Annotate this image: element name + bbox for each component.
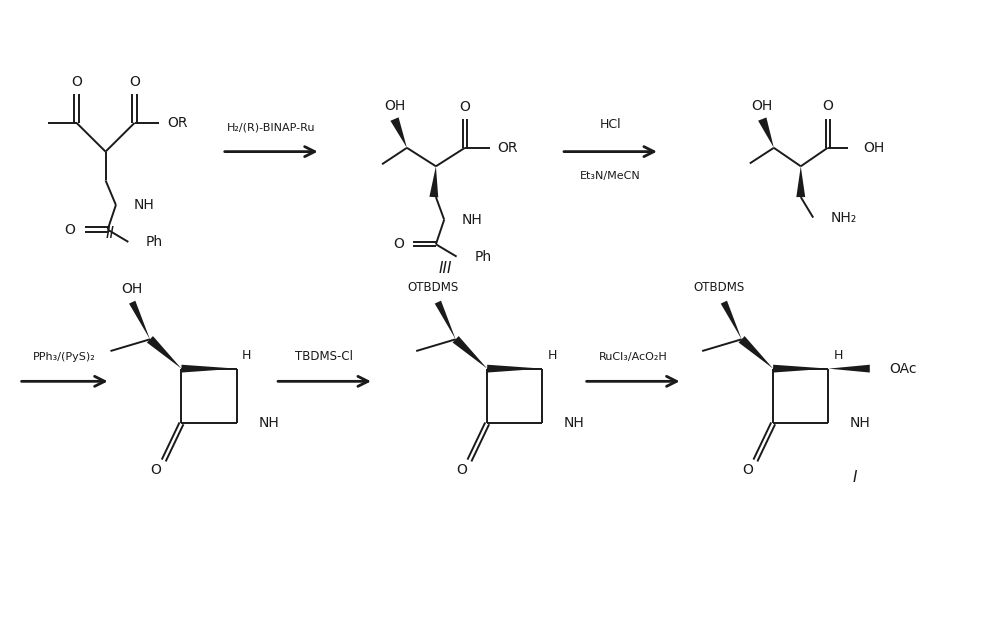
Text: NH: NH bbox=[850, 417, 871, 430]
Text: O: O bbox=[459, 100, 470, 114]
Text: OH: OH bbox=[752, 99, 773, 113]
Polygon shape bbox=[487, 365, 542, 373]
Text: O: O bbox=[456, 464, 467, 477]
Text: OH: OH bbox=[384, 99, 405, 113]
Text: H: H bbox=[834, 349, 843, 362]
Text: O: O bbox=[71, 75, 82, 90]
Text: OH: OH bbox=[122, 282, 143, 297]
Text: O: O bbox=[393, 237, 404, 252]
Polygon shape bbox=[453, 336, 487, 368]
Text: Ph: Ph bbox=[146, 235, 163, 249]
Text: OTBDMS: OTBDMS bbox=[693, 281, 745, 294]
Text: I: I bbox=[853, 470, 857, 485]
Polygon shape bbox=[796, 166, 805, 197]
Polygon shape bbox=[828, 365, 870, 373]
Polygon shape bbox=[773, 365, 828, 373]
Polygon shape bbox=[758, 117, 774, 148]
Text: O: O bbox=[65, 222, 75, 237]
Text: II: II bbox=[106, 226, 115, 241]
Text: III: III bbox=[439, 261, 453, 276]
Text: RuCl₃/AcO₂H: RuCl₃/AcO₂H bbox=[599, 352, 668, 362]
Polygon shape bbox=[721, 301, 742, 339]
Polygon shape bbox=[429, 166, 438, 197]
Text: OAc: OAc bbox=[890, 362, 917, 376]
Text: OR: OR bbox=[167, 116, 187, 130]
Text: NH: NH bbox=[134, 198, 154, 212]
Polygon shape bbox=[129, 301, 150, 339]
Text: HCl: HCl bbox=[600, 118, 621, 131]
Text: O: O bbox=[129, 75, 140, 90]
Text: TBDMS-Cl: TBDMS-Cl bbox=[295, 350, 353, 363]
Text: Et₃N/MeCN: Et₃N/MeCN bbox=[580, 171, 641, 181]
Text: OH: OH bbox=[863, 141, 884, 154]
Polygon shape bbox=[390, 117, 407, 148]
Text: H₂/(R)-BINAP-Ru: H₂/(R)-BINAP-Ru bbox=[227, 122, 315, 132]
Polygon shape bbox=[739, 336, 773, 368]
Text: H: H bbox=[242, 349, 251, 362]
Polygon shape bbox=[435, 301, 456, 339]
Text: O: O bbox=[822, 99, 833, 113]
Text: O: O bbox=[150, 464, 161, 477]
Text: NH: NH bbox=[462, 213, 483, 227]
Text: NH₂: NH₂ bbox=[831, 211, 857, 224]
Text: PPh₃/(PyS)₂: PPh₃/(PyS)₂ bbox=[33, 352, 96, 362]
Text: NH: NH bbox=[564, 417, 585, 430]
Polygon shape bbox=[181, 365, 237, 373]
Text: H: H bbox=[548, 349, 557, 362]
Text: O: O bbox=[742, 464, 753, 477]
Text: OTBDMS: OTBDMS bbox=[407, 281, 459, 294]
Polygon shape bbox=[147, 336, 181, 368]
Text: NH: NH bbox=[258, 417, 279, 430]
Text: OR: OR bbox=[497, 141, 518, 154]
Text: Ph: Ph bbox=[474, 250, 491, 264]
